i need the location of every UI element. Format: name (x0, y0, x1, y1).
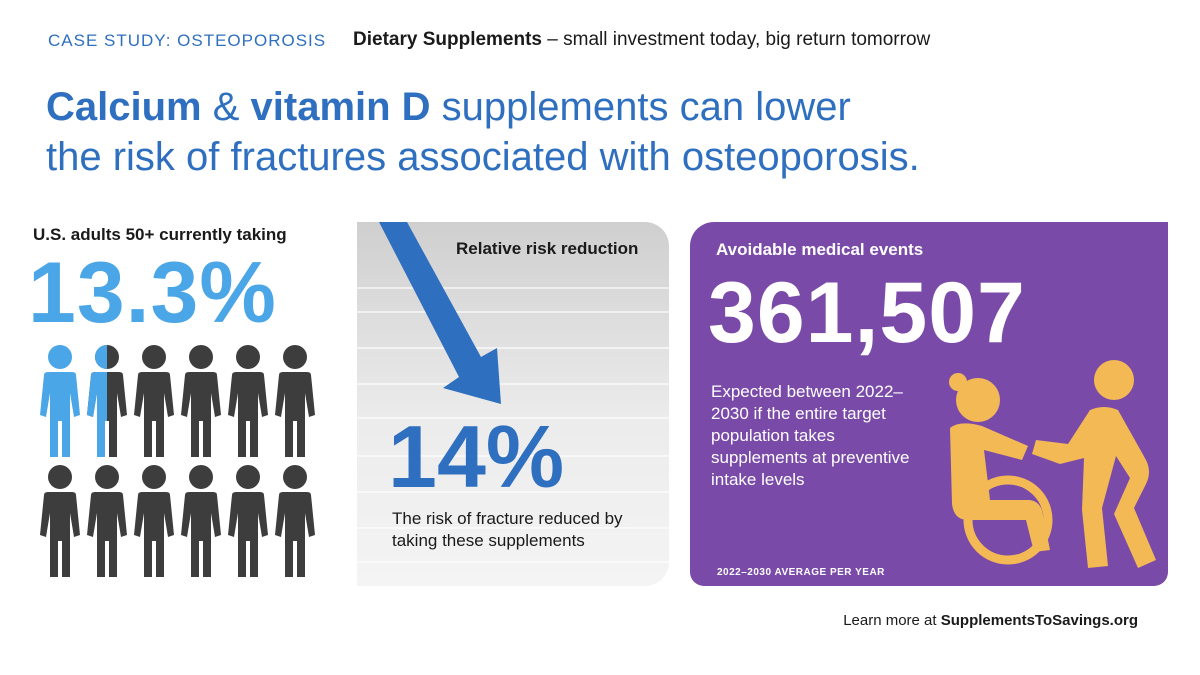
risk-reduction-panel (357, 222, 669, 586)
tagline-bold: Dietary Supplements (353, 29, 542, 50)
header-tagline: Dietary Supplements – small investment t… (353, 29, 930, 51)
person-icon (275, 465, 315, 577)
person-icon (40, 465, 80, 577)
avoidable-events-label: Avoidable medical events (716, 240, 924, 259)
person-icon-half (87, 345, 127, 457)
person-icon (87, 465, 127, 577)
person-icon (228, 345, 268, 457)
avoidable-events-footnote: 2022–2030 AVERAGE PER YEAR (717, 567, 885, 578)
headline: Calcium & vitamin D supplements can lowe… (46, 82, 1046, 182)
person-icon (181, 465, 221, 577)
panel-stripes (357, 287, 669, 563)
person-icon (275, 345, 315, 457)
person-icon (134, 345, 174, 457)
footer-prefix: Learn more at (843, 612, 941, 629)
people-row-2 (40, 465, 315, 577)
people-pictogram (40, 345, 315, 577)
headline-line2: the risk of fractures associated with os… (46, 135, 920, 179)
avoidable-events-value: 361,507 (708, 265, 1026, 361)
adults-taking-value: 13.3% (28, 245, 277, 341)
down-arrow-icon (379, 222, 501, 404)
person-icon (40, 345, 80, 457)
case-study-tag: CASE STUDY: OSTEOPOROSIS (48, 31, 327, 50)
headline-rest: supplements can lower (430, 85, 851, 129)
person-icon (181, 345, 221, 457)
headline-amp: & (201, 85, 251, 129)
headline-calcium: Calcium (46, 85, 202, 129)
person-icon (134, 465, 174, 577)
footer-learn-more: Learn more at SupplementsToSavings.org (843, 612, 1138, 629)
tagline-rest: – small investment today, big return tom… (542, 29, 931, 50)
adults-taking-label: U.S. adults 50+ currently taking (33, 225, 287, 244)
people-row-1 (40, 345, 315, 457)
risk-reduction-label: Relative risk reduction (456, 239, 639, 258)
avoidable-events-caption: Expected between 2022–2030 if the entire… (711, 382, 910, 489)
risk-reduction-caption: The risk of fracture reduced by taking t… (392, 509, 623, 550)
footer-link[interactable]: SupplementsToSavings.org (940, 612, 1138, 629)
person-icon (228, 465, 268, 577)
headline-vitamin-d: vitamin D (250, 85, 431, 129)
wheelchair-caregiver-icon (949, 360, 1156, 568)
risk-reduction-value: 14% (388, 407, 565, 506)
